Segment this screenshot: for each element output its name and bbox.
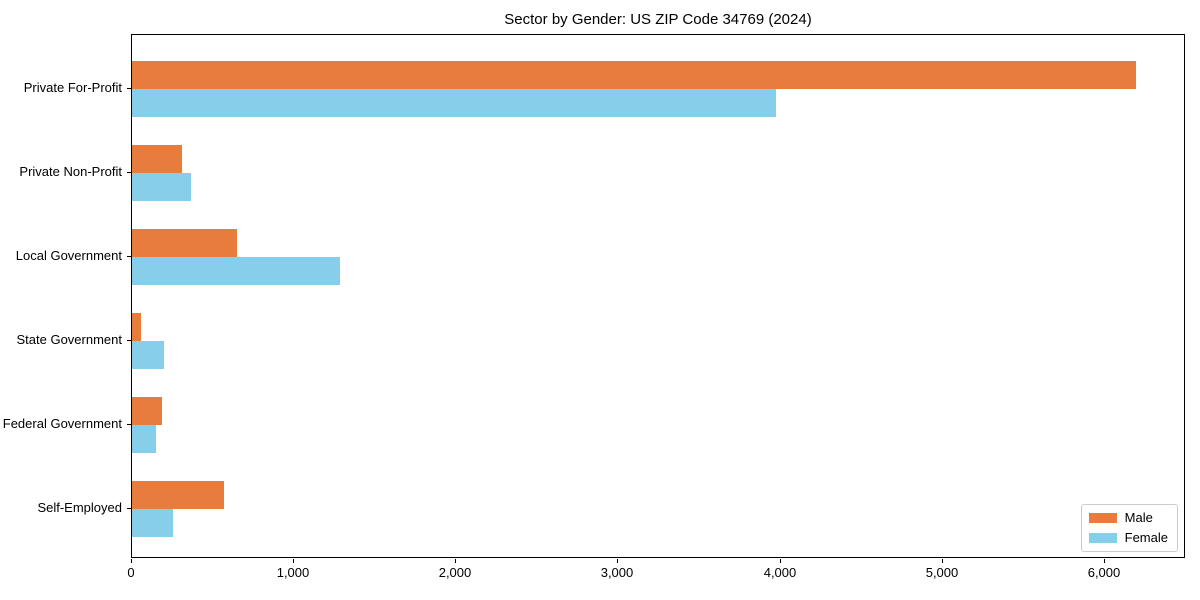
x-tick-mark — [1104, 559, 1105, 563]
legend-entry-male: Male — [1088, 510, 1168, 525]
y-tick-mark — [127, 256, 131, 257]
y-tick-label: Federal Government — [2, 416, 122, 431]
x-tick-label: 6,000 — [1087, 565, 1121, 580]
x-tick-mark — [942, 559, 943, 563]
y-tick-mark — [127, 172, 131, 173]
legend-swatch-male — [1088, 513, 1117, 523]
bar-male-3 — [132, 313, 141, 341]
bar-female-4 — [132, 425, 156, 453]
bar-female-3 — [132, 341, 164, 369]
x-tick-label: 2,000 — [438, 565, 472, 580]
chart-title: Sector by Gender: US ZIP Code 34769 (202… — [504, 11, 812, 28]
y-tick-label: Private For-Profit — [23, 80, 122, 95]
legend-entry-female: Female — [1088, 530, 1168, 545]
y-tick-mark — [127, 88, 131, 89]
x-tick-label: 1,000 — [276, 565, 310, 580]
legend-swatch-female — [1088, 533, 1117, 543]
x-tick-label: 3,000 — [600, 565, 634, 580]
x-tick-mark — [131, 559, 132, 563]
bar-female-2 — [132, 257, 340, 285]
x-tick-mark — [455, 559, 456, 563]
bar-male-0 — [132, 61, 1136, 89]
legend-label-male: Male — [1124, 510, 1153, 525]
bar-male-5 — [132, 481, 224, 509]
y-tick-label: Self-Employed — [37, 500, 122, 515]
bar-male-4 — [132, 397, 162, 425]
bar-female-1 — [132, 173, 191, 201]
x-tick-mark — [293, 559, 294, 563]
y-tick-label: Local Government — [15, 248, 122, 263]
legend-label-female: Female — [1124, 530, 1168, 545]
y-tick-label: State Government — [16, 332, 123, 347]
plot-area: Male Female — [131, 34, 1185, 558]
x-tick-mark — [780, 559, 781, 563]
y-tick-label: Private Non-Profit — [19, 164, 122, 179]
y-tick-mark — [127, 508, 131, 509]
legend: Male Female — [1080, 504, 1178, 552]
x-tick-mark — [617, 559, 618, 563]
x-tick-label: 4,000 — [763, 565, 797, 580]
y-tick-mark — [127, 340, 131, 341]
x-tick-label: 5,000 — [925, 565, 959, 580]
bar-male-2 — [132, 229, 237, 257]
x-tick-label: 0 — [127, 565, 135, 580]
bar-female-5 — [132, 509, 173, 537]
bar-male-1 — [132, 145, 182, 173]
bar-female-0 — [132, 89, 776, 117]
y-tick-mark — [127, 424, 131, 425]
